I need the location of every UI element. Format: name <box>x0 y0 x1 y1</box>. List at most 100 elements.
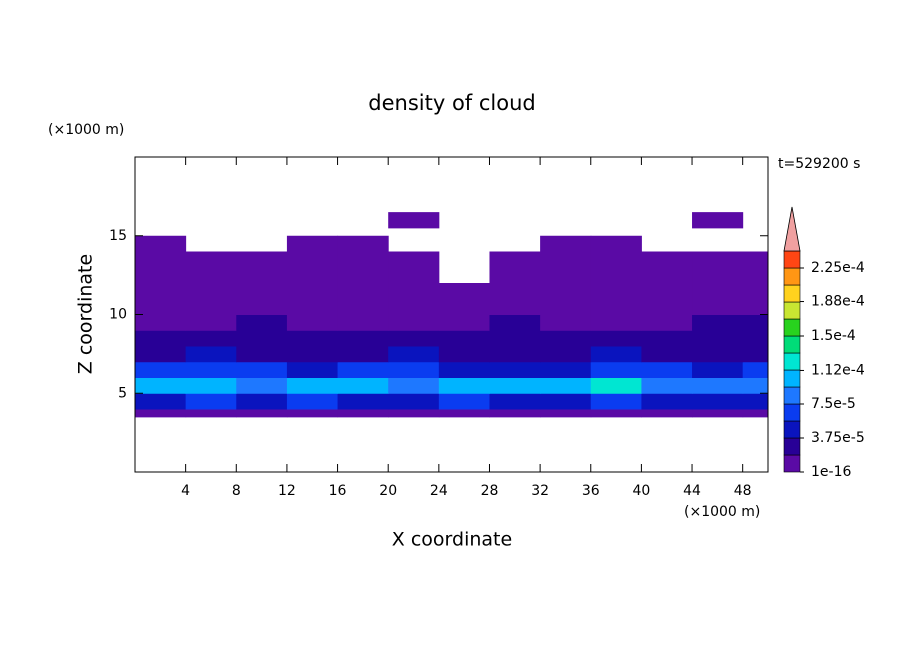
contour-cell <box>540 377 592 394</box>
contour-cell <box>185 377 237 394</box>
contour-cell <box>337 330 389 347</box>
contour-cell <box>692 212 744 229</box>
x-unit: (×1000 m) <box>684 504 760 520</box>
contour-cell <box>489 361 541 378</box>
contour-cell <box>439 236 490 252</box>
contour-cell <box>439 252 490 284</box>
contour-cell <box>135 212 186 228</box>
contour-cell <box>388 393 440 410</box>
contour-cell <box>743 228 769 236</box>
colorbar-box <box>783 369 801 388</box>
contour-cell <box>540 409 592 418</box>
colorbar-tick-label: 2.25e-4 <box>811 260 865 276</box>
contour-cell <box>439 228 490 236</box>
contour-cell <box>743 212 769 228</box>
contour-cell <box>742 409 769 418</box>
contour-cell <box>388 346 440 363</box>
contour-cell <box>590 314 642 331</box>
x-tick-label: 48 <box>734 483 752 499</box>
contour-cell <box>489 377 541 394</box>
contour-cell <box>135 330 187 347</box>
contour-cell <box>692 314 744 331</box>
contour-cell <box>135 228 186 236</box>
contour-cell <box>135 409 187 418</box>
colorbar-box <box>783 386 801 405</box>
contour-cell <box>388 251 440 284</box>
contour-cell <box>438 314 490 331</box>
contour-cell <box>540 314 592 331</box>
contour-cell <box>540 283 592 315</box>
colorbar-box <box>783 403 801 422</box>
x-tick-label: 4 <box>181 483 190 499</box>
contour-cell <box>236 314 288 331</box>
contour-cell <box>742 361 769 378</box>
y-tick-label: 15 <box>109 228 127 244</box>
contour-cell <box>590 235 642 252</box>
contour-cell <box>236 212 287 228</box>
contour-cell <box>286 235 339 252</box>
contour-cell <box>337 283 389 315</box>
contour-cell <box>236 236 287 252</box>
contour-cell <box>489 393 541 410</box>
colorbar-box <box>783 352 801 371</box>
contour-cell <box>185 346 237 363</box>
contour-cell <box>692 251 744 284</box>
contour-cell <box>286 361 339 378</box>
contour-cell <box>185 409 237 418</box>
contour-cell <box>438 330 490 347</box>
contour-cell <box>286 314 339 331</box>
colorbar-box <box>783 318 801 337</box>
contour-cell <box>185 251 237 284</box>
contour-cell <box>135 251 187 284</box>
x-tick-label: 16 <box>329 483 347 499</box>
x-tick-label: 28 <box>481 483 499 499</box>
contour-cell <box>286 330 339 347</box>
contour-cell <box>641 393 693 410</box>
contour-cell <box>489 330 541 347</box>
contour-cell <box>236 228 287 236</box>
contour-cell <box>186 236 237 252</box>
contour-cell <box>641 377 693 394</box>
contour-cell <box>590 346 642 363</box>
contour-cell <box>489 228 540 236</box>
contour-cell <box>337 393 389 410</box>
contour-cell <box>286 377 339 394</box>
contour-cell <box>388 236 439 252</box>
contour-cell <box>590 361 642 378</box>
contour-cell <box>742 251 769 284</box>
chart-title: density of cloud <box>368 91 535 115</box>
contour-cell <box>135 235 187 252</box>
contour-cell <box>236 330 288 347</box>
contour-cell <box>641 330 693 347</box>
x-tick-label: 32 <box>531 483 549 499</box>
contour-cell <box>286 409 339 418</box>
contour-cell <box>135 361 187 378</box>
contour-cell <box>338 212 389 228</box>
contour-cell <box>540 330 592 347</box>
contour-cell <box>692 409 744 418</box>
contour-cell <box>286 393 339 410</box>
contour-cell <box>236 361 288 378</box>
contour-cell <box>287 228 338 236</box>
contour-cell <box>641 314 693 331</box>
contour-cell <box>540 346 592 363</box>
contour-cell <box>489 236 540 252</box>
colorbar-box <box>783 284 801 303</box>
contour-cell <box>641 236 692 252</box>
contour-cell <box>185 330 237 347</box>
contour-cell <box>337 361 389 378</box>
contour-cell <box>742 346 769 363</box>
contour-cell <box>438 409 490 418</box>
contour-cell <box>590 393 642 410</box>
contour-cell <box>438 361 490 378</box>
x-tick-label: 12 <box>278 483 296 499</box>
contour-cell <box>135 377 187 394</box>
contour-cell <box>186 212 237 228</box>
contour-cell <box>692 283 744 315</box>
x-tick-label: 8 <box>232 483 241 499</box>
contour-cell <box>489 283 541 315</box>
contour-cell <box>439 212 490 228</box>
contour-cell <box>236 346 288 363</box>
contour-cell <box>438 393 490 410</box>
contour-cell <box>287 212 338 228</box>
